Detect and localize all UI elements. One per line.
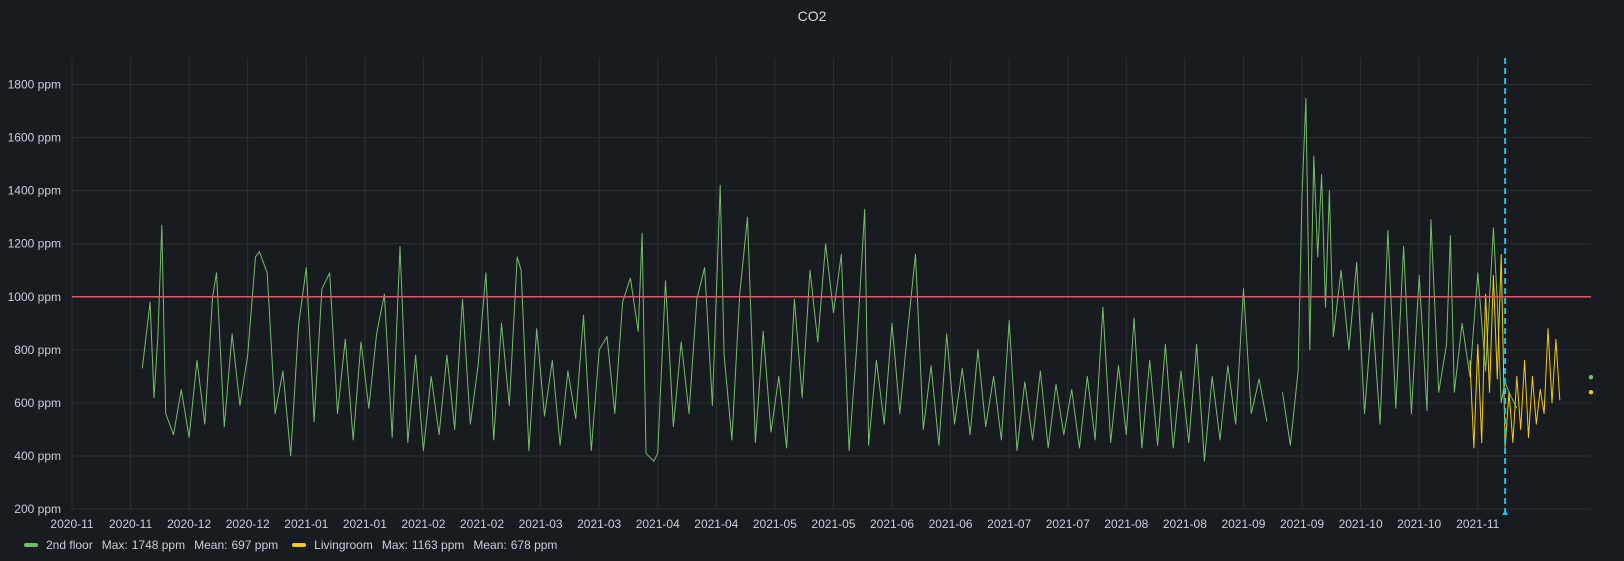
x-grid bbox=[71, 58, 1479, 509]
x-tick-label: 2021-05 bbox=[811, 517, 855, 531]
legend: 2nd floor Max: 1748 ppm Mean: 697 ppm Livi… bbox=[24, 536, 571, 554]
legend-series-name: 2nd floor bbox=[46, 538, 93, 552]
x-tick-label: 2021-02 bbox=[401, 517, 445, 531]
hover-cursor bbox=[1502, 58, 1509, 515]
series-line bbox=[1469, 253, 1561, 449]
y-tick-label: 1600 ppm bbox=[8, 131, 61, 145]
series-end-point bbox=[1588, 375, 1594, 380]
x-axis-labels: 2020-11 2020-11 2020-12 2020-12 2021-01 2021-… bbox=[50, 517, 1499, 531]
y-tick-label: 1400 ppm bbox=[8, 184, 61, 198]
x-tick-label: 2021-05 bbox=[753, 517, 797, 531]
y-tick-label: 600 ppm bbox=[14, 396, 61, 410]
x-tick-label: 2021-07 bbox=[987, 517, 1031, 531]
x-tick-label: 2020-11 bbox=[50, 517, 93, 531]
series-livingroom bbox=[1469, 253, 1594, 449]
series-2nd-floor bbox=[141, 97, 1518, 462]
series-line bbox=[1282, 97, 1518, 446]
x-tick-label: 2021-10 bbox=[1339, 517, 1383, 531]
legend-item-livingroom[interactable]: Livingroom Max: 1163 ppm Mean: 678 ppm bbox=[292, 538, 557, 552]
x-tick-label: 2021-04 bbox=[694, 517, 738, 531]
legend-max: Max: 1163 ppm bbox=[381, 538, 465, 552]
series-color-swatch bbox=[24, 543, 38, 547]
y-tick-label: 400 ppm bbox=[14, 449, 61, 463]
x-tick-label: 2021-06 bbox=[929, 517, 973, 531]
x-tick-label: 2021-01 bbox=[343, 517, 387, 531]
legend-max: Max: 1748 ppm bbox=[101, 538, 186, 552]
x-tick-label: 2021-11 bbox=[1456, 517, 1499, 531]
x-tick-label: 2020-12 bbox=[226, 517, 270, 531]
panel-title[interactable]: CO2 bbox=[797, 8, 827, 24]
x-tick-label: 2021-03 bbox=[519, 517, 563, 531]
legend-mean: Mean: 697 ppm bbox=[194, 538, 279, 552]
x-tick-label: 2021-01 bbox=[284, 517, 328, 531]
y-tick-label: 1200 ppm bbox=[8, 237, 61, 251]
x-tick-label: 2020-11 bbox=[109, 517, 152, 531]
x-tick-label: 2021-07 bbox=[1046, 517, 1090, 531]
x-tick-label: 2021-02 bbox=[460, 517, 504, 531]
x-tick-label: 2021-06 bbox=[870, 517, 914, 531]
y-axis-labels: 200 ppm 400 ppm 600 ppm 800 ppm 1000 ppm 1200… bbox=[8, 78, 61, 516]
x-tick-label: 2020-12 bbox=[167, 517, 211, 531]
y-tick-label: 200 ppm bbox=[14, 502, 61, 516]
series-end-point bbox=[1588, 390, 1594, 395]
series-color-swatch bbox=[292, 543, 307, 547]
y-tick-label: 800 ppm bbox=[14, 343, 61, 357]
x-tick-label: 2021-03 bbox=[577, 517, 621, 531]
y-tick-label: 1800 ppm bbox=[8, 78, 61, 92]
x-tick-label: 2021-09 bbox=[1280, 517, 1324, 531]
legend-item-2nd-floor[interactable]: 2nd floor Max: 1748 ppm Mean: 697 ppm bbox=[24, 538, 278, 552]
legend-series-name: Livingroom bbox=[314, 538, 373, 552]
series-layer bbox=[141, 97, 1594, 462]
series-line bbox=[141, 184, 1268, 462]
legend-mean: Mean: 678 ppm bbox=[473, 538, 558, 552]
x-tick-label: 2021-08 bbox=[1104, 517, 1148, 531]
x-tick-label: 2021-04 bbox=[636, 517, 680, 531]
cursor-marker-icon bbox=[1502, 510, 1509, 515]
x-tick-label: 2021-10 bbox=[1397, 517, 1441, 531]
x-tick-label: 2021-08 bbox=[1163, 517, 1207, 531]
x-tick-label: 2021-09 bbox=[1221, 517, 1265, 531]
y-tick-label: 1000 ppm bbox=[8, 290, 61, 304]
